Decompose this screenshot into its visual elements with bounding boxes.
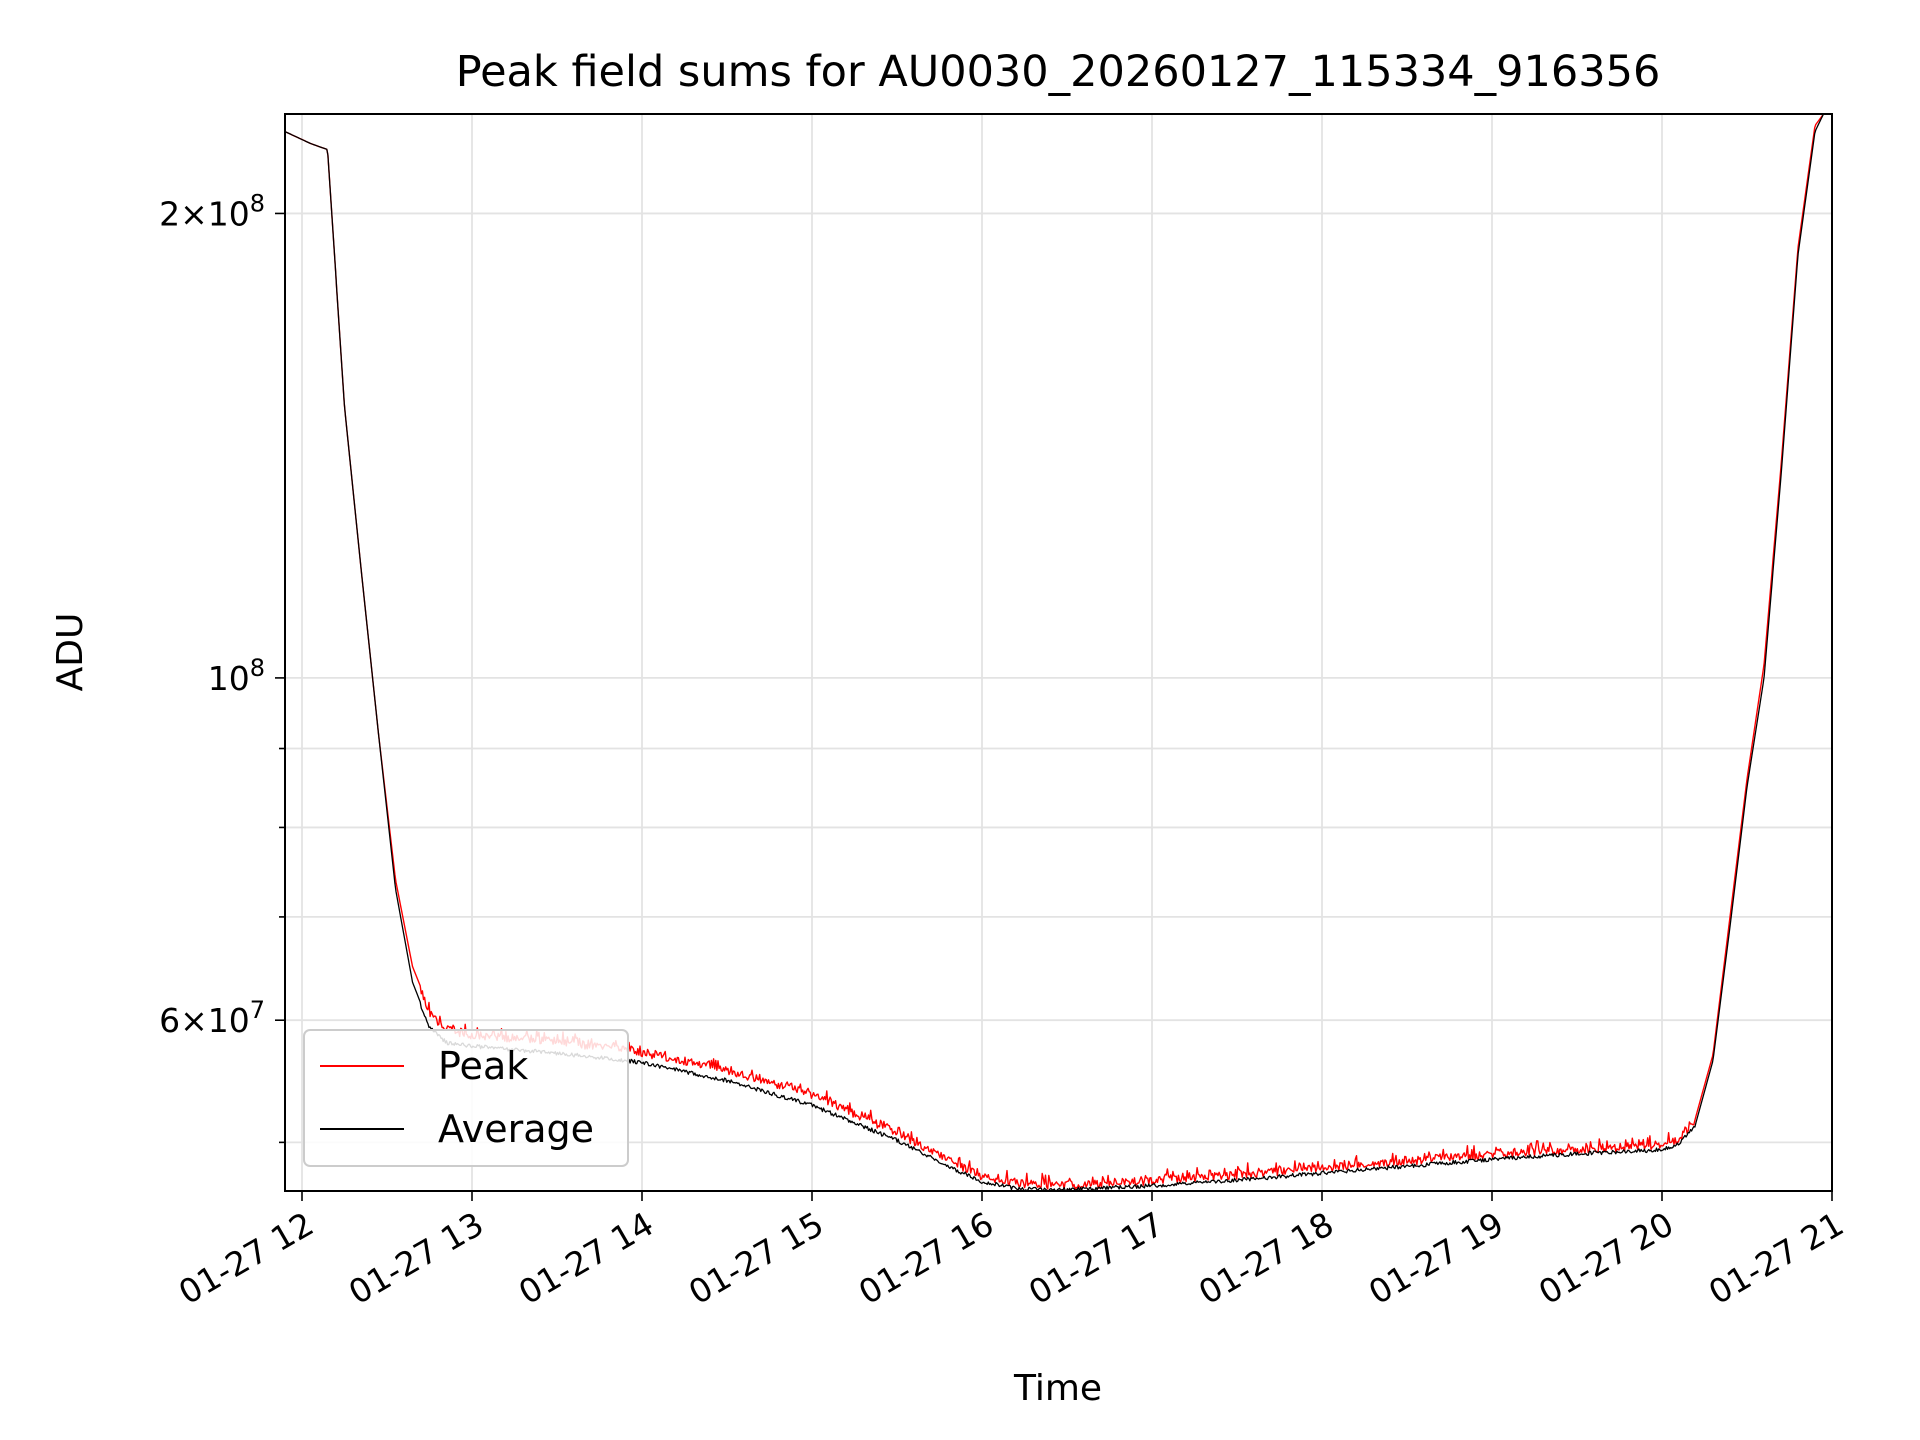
chart-title: Peak field sums for AU0030_20260127_1153… xyxy=(456,47,1661,97)
y-tick-label: 6×107 xyxy=(159,996,265,1040)
legend: Peak Average xyxy=(303,1029,629,1167)
legend-label-average: Average xyxy=(438,1107,594,1151)
legend-box xyxy=(303,1029,629,1167)
x-axis-label: Time xyxy=(1013,1368,1102,1409)
plot-frame xyxy=(284,113,1833,1192)
legend-label-peak: Peak xyxy=(438,1044,528,1088)
y-tick-label: 108 xyxy=(208,654,265,698)
y-tick-label: 2×108 xyxy=(159,189,265,233)
y-axis-label: ADU xyxy=(50,613,91,692)
